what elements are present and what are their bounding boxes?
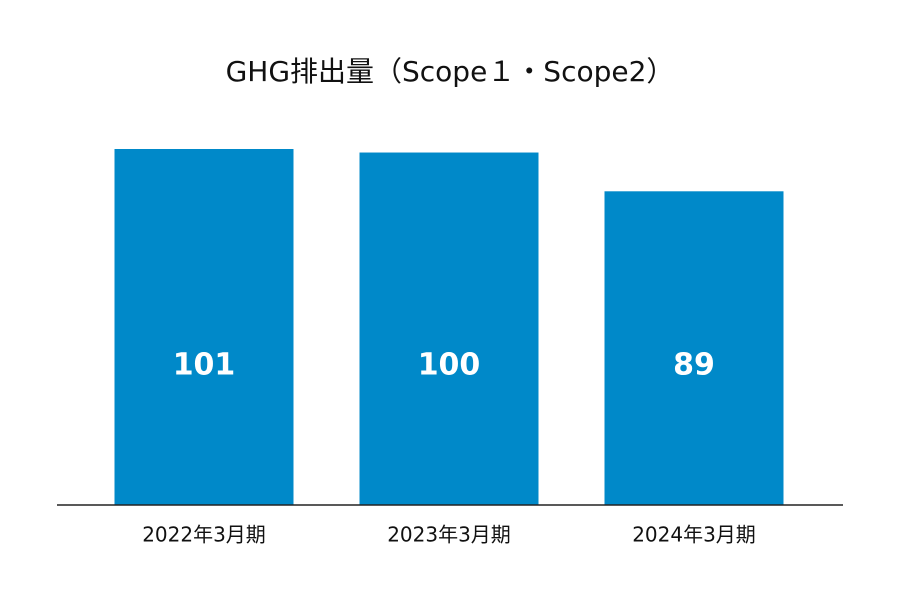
- bar-3: [604, 191, 784, 505]
- bar-2: [359, 152, 539, 505]
- bar-1: [114, 149, 294, 505]
- bar-value-label-3: 89: [673, 348, 715, 383]
- x-tick-label-2: 2023年3月期: [387, 523, 511, 547]
- x-tick-labels: 2022年3月期 2023年3月期 2024年3月期: [142, 523, 756, 547]
- bar-value-label-1: 101: [173, 348, 236, 383]
- chart-title: GHG排出量（Scope１・Scope2）: [225, 55, 675, 88]
- bar-value-label-2: 100: [418, 348, 481, 383]
- bars-layer: [114, 149, 784, 505]
- x-tick-label-1: 2022年3月期: [142, 523, 266, 547]
- labels-layer: 101 100 89: [173, 348, 715, 383]
- x-tick-label-3: 2024年3月期: [632, 523, 756, 547]
